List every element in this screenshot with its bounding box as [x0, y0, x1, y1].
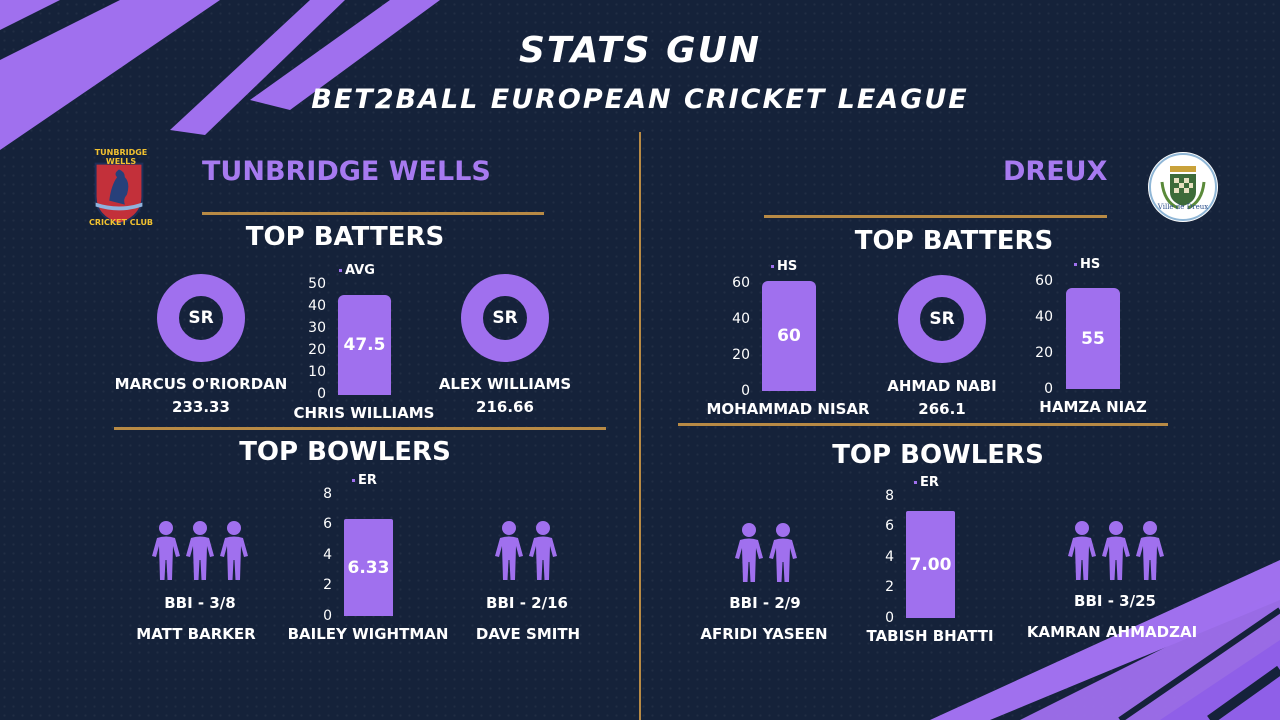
left-bowler3-wickets-icons: [493, 520, 559, 584]
right-bowler1-bbi: BBI - 2/9: [729, 594, 801, 612]
person-icon: [218, 520, 250, 584]
left-batter2-name: CHRIS WILLIAMS: [293, 404, 435, 422]
bar-value-label: 60: [777, 326, 801, 346]
axis-tick: 30: [308, 320, 326, 336]
axis-tick: 0: [1044, 381, 1053, 397]
axis-tick: 8: [885, 488, 894, 504]
right-batter2-name: AHMAD NABI: [887, 377, 997, 395]
rampant-horse-shield-icon: [94, 162, 144, 226]
left-top-batters-heading: TOP BATTERS: [245, 222, 445, 252]
tunbridge-wells-logo: TUNBRIDGE WELLS CRICKET CLUB: [80, 146, 162, 232]
right-bowler1-wickets-icons: [733, 522, 799, 586]
axis-tick: 0: [323, 608, 332, 624]
person-icon: [493, 520, 525, 584]
left-top-bowlers-heading: TOP BOWLERS: [239, 437, 451, 467]
left-gold-divider-mid: [114, 427, 606, 430]
bar-value-label: 55: [1081, 328, 1105, 349]
sr-badge: SR: [929, 309, 955, 329]
right-hs2-legend: HS: [1074, 257, 1100, 272]
right-hs2-bar: 55: [1066, 288, 1120, 389]
left-er-legend: ER: [352, 473, 377, 488]
axis-tick: 20: [732, 347, 750, 363]
right-er-bar: 7.00: [906, 511, 955, 618]
right-gold-divider-mid: [678, 423, 1168, 426]
left-bowler3-bbi: BBI - 2/16: [486, 594, 568, 612]
axis-tick: 0: [885, 610, 894, 626]
left-batter3-value: 216.66: [476, 398, 534, 416]
left-bowler2-name: BAILEY WIGHTMAN: [287, 625, 449, 643]
axis-tick: 50: [308, 276, 326, 292]
right-batter2-value: 266.1: [918, 400, 966, 418]
right-hs1-legend: HS: [771, 259, 797, 274]
bar-value-label: 47.5: [343, 335, 386, 355]
axis-tick: 6: [885, 518, 894, 534]
right-top-batters-heading: TOP BATTERS: [854, 226, 1054, 256]
right-bowler3-bbi: BBI - 3/25: [1074, 592, 1156, 610]
axis-tick: 10: [308, 364, 326, 380]
right-batter3-name: HAMZA NIAZ: [1039, 398, 1147, 416]
left-batter3-name: ALEX WILLIAMS: [438, 375, 572, 393]
dreux-logo: Ville de Dreux: [1148, 152, 1218, 222]
sr-badge: SR: [188, 308, 214, 328]
bar-value-label: 6.33: [347, 557, 390, 578]
axis-tick: 4: [323, 547, 332, 563]
person-icon: [1134, 520, 1166, 584]
right-batter1-name: MOHAMMAD NISAR: [706, 400, 870, 418]
dreux-crest-icon: [1149, 153, 1217, 221]
left-bowler1-wickets-icons: [150, 520, 250, 584]
right-gold-divider-top: [764, 215, 1107, 218]
sr-badge: SR: [492, 308, 518, 328]
left-bowler1-name: MATT BARKER: [136, 625, 256, 643]
right-hs1-bar: 60: [762, 281, 816, 391]
person-icon: [767, 522, 799, 586]
person-icon: [733, 522, 765, 586]
axis-tick: 60: [732, 275, 750, 291]
person-icon: [527, 520, 559, 584]
right-er-legend: ER: [914, 475, 939, 490]
axis-tick: 40: [308, 298, 326, 314]
left-batter1-sr-ring: SR: [157, 274, 245, 362]
left-bowler1-bbi: BBI - 3/8: [164, 594, 236, 612]
axis-tick: 40: [732, 311, 750, 327]
axis-tick: 4: [885, 549, 894, 565]
left-gold-divider-top: [202, 212, 544, 215]
axis-tick: 20: [308, 342, 326, 358]
bar-value-label: 7.00: [909, 554, 952, 575]
page-title: STATS GUN: [518, 30, 762, 71]
person-icon: [1100, 520, 1132, 584]
person-icon: [184, 520, 216, 584]
right-top-bowlers-heading: TOP BOWLERS: [832, 440, 1044, 470]
axis-tick: 2: [885, 579, 894, 595]
axis-tick: 40: [1035, 309, 1053, 325]
axis-tick: 2: [323, 577, 332, 593]
person-icon: [1066, 520, 1098, 584]
right-team-name: DREUX: [1003, 156, 1108, 187]
tw-logo-bottom-text: CRICKET CLUB: [88, 218, 154, 227]
right-bowler3-wickets-icons: [1066, 520, 1166, 584]
tw-logo-top-text: TUNBRIDGE WELLS: [94, 148, 148, 166]
right-bowler2-name: TABISH BHATTI: [866, 627, 994, 645]
axis-tick: 8: [323, 486, 332, 502]
left-bowler3-name: DAVE SMITH: [475, 625, 581, 643]
left-batter1-value: 233.33: [172, 398, 230, 416]
page-subtitle: BET2BALL EUROPEAN CRICKET LEAGUE: [311, 84, 969, 115]
axis-tick: 0: [741, 383, 750, 399]
right-bowler3-name: KAMRAN AHMADZAI: [1026, 623, 1198, 641]
right-bowler1-name: AFRIDI YASEEN: [700, 625, 828, 643]
right-batter2-sr-ring: SR: [898, 275, 986, 363]
left-batter1-name: MARCUS O'RIORDAN: [114, 375, 288, 393]
dreux-logo-text: Ville de Dreux: [1157, 203, 1209, 211]
left-avg-legend: AVG: [339, 263, 375, 278]
person-icon: [150, 520, 182, 584]
axis-tick: 0: [317, 386, 326, 402]
left-batter3-sr-ring: SR: [461, 274, 549, 362]
left-er-bar: 6.33: [344, 519, 393, 616]
left-avg-bar: 47.5: [338, 295, 391, 395]
left-team-name: TUNBRIDGE WELLS: [202, 156, 491, 187]
axis-tick: 6: [323, 516, 332, 532]
axis-tick: 20: [1035, 345, 1053, 361]
axis-tick: 60: [1035, 273, 1053, 289]
